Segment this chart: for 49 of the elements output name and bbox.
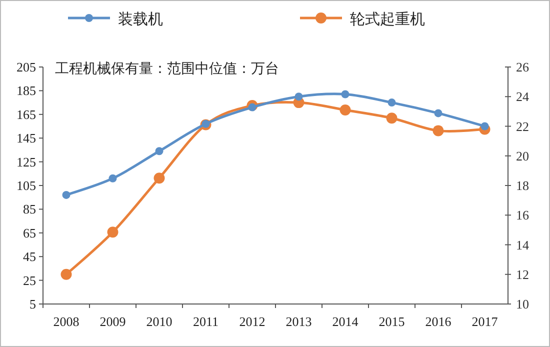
point [248,103,256,112]
x-tick-label: 2014 [332,314,359,329]
y2-tick-label: 26 [516,60,530,74]
x-tick-label: 2015 [378,314,405,329]
point [386,112,398,124]
point [60,268,72,280]
legend-label: 装载机 [118,10,163,28]
y2-tick-label: 14 [516,237,530,252]
y2-tick-label: 18 [516,178,529,193]
y2-tick-label: 12 [516,266,529,282]
y-tick-label: 145 [16,130,36,146]
x-tick-label: 2013 [286,314,312,329]
point [432,125,444,136]
y2-tick-label: 20 [516,148,529,164]
y-tick-label: 165 [16,106,36,122]
point [108,174,117,182]
y-tick-label: 45 [23,249,36,264]
x-tick-label: 2009 [100,314,126,329]
x-tick-label: 2017 [472,314,498,329]
y2-tick-label: 16 [516,208,530,223]
y-tick-label: 65 [23,225,36,240]
point [434,109,442,118]
legend-label: 轮式起重机 [350,10,425,28]
point [62,190,70,199]
y-tick-label: 185 [16,83,36,98]
x-tick-label: 2010 [146,314,172,329]
point [480,122,489,130]
y2-tick-label: 22 [516,118,529,134]
chart-title: 工程机械保有量：范围中位值：万台 [55,61,279,77]
y-tick-label: 125 [16,154,36,170]
point [107,226,118,238]
x-tick-label: 2016 [425,314,452,329]
x-tick-label: 2012 [239,314,266,329]
point [294,92,303,101]
y2-tick-label: 24 [516,89,530,104]
y2-tick-label: 10 [516,296,529,312]
y-tick-label: 105 [16,178,36,193]
y-tick-label: 25 [23,272,36,288]
point [340,104,351,116]
x-tick-label: 2011 [192,314,219,329]
point [202,120,210,128]
point [388,98,396,107]
point [155,147,164,156]
point [154,172,165,184]
y-tick-label: 5 [30,296,36,312]
point [341,90,350,98]
y-tick-label: 205 [16,60,36,74]
y-tick-label: 85 [23,202,36,217]
x-tick-label: 2008 [53,314,80,329]
